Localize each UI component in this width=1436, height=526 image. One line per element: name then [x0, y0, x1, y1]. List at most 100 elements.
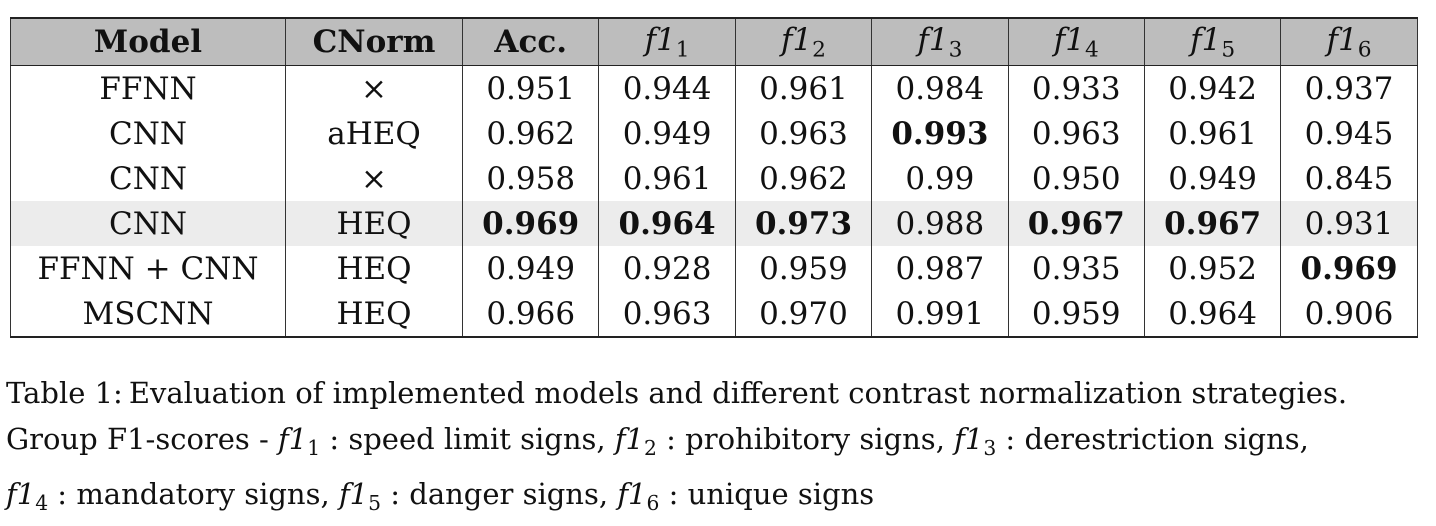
caption-separator: :: [48, 477, 77, 512]
caption-item-description: speed limit signs: [348, 422, 597, 456]
score-cell: 0.958: [462, 156, 600, 201]
header-f1-label-subscript: 2: [812, 37, 826, 63]
column-header: f12: [735, 17, 873, 66]
table-row: CNN aHEQ 0.962 0.949 0.963 0.993 0.963 0.961 0.9…: [10, 111, 1418, 156]
caption-f1-label-base: f1: [338, 477, 369, 512]
score-cell: 0.963: [735, 111, 873, 156]
score-cell: 0.845: [1280, 156, 1418, 201]
table-body: FFNN × 0.951 0.944 0.961 0.984 0.933 0.942 0.937…: [10, 65, 1418, 338]
caption-item-description: mandatory signs: [76, 477, 321, 512]
caption-f1-label-subscript: 3: [983, 436, 997, 461]
column-header: CNorm: [285, 17, 463, 66]
header-f1-label: f12: [781, 22, 826, 63]
table-row: FFNN × 0.951 0.944 0.961 0.984 0.933 0.942 0.937: [10, 65, 1418, 111]
score-cell: 0.970: [735, 291, 873, 338]
cnorm-cell: HEQ: [285, 201, 463, 246]
caption-item-joiner: ,: [935, 422, 955, 456]
caption-item-joiner: ,: [1299, 422, 1309, 456]
score-cell: 0.964: [1144, 291, 1282, 338]
score-cell: 0.949: [462, 246, 600, 291]
header-f1-label-base: f1: [644, 21, 676, 58]
header-f1-label-base: f1: [1053, 21, 1085, 58]
caption-f1-label-base: f1: [954, 422, 984, 456]
header-f1-label: f14: [1053, 21, 1099, 63]
score-cell: 0.959: [1008, 291, 1145, 338]
caption-line-1: Table 1: Evaluation of implemented models…: [6, 370, 1431, 416]
cnorm-cell: aHEQ: [285, 111, 463, 156]
caption-line-3: f14 : mandatory signs, f15 : danger sign…: [6, 471, 1431, 526]
score-cell: 0.951: [462, 65, 600, 111]
score-cell: 0.950: [1008, 156, 1145, 201]
caption-f1-label: f13: [954, 422, 996, 460]
caption-label: Table 1:: [6, 376, 123, 410]
model-cell: CNN: [10, 201, 286, 246]
score-cell: 0.961: [1144, 111, 1282, 156]
caption-f1-label-subscript: 5: [368, 491, 382, 516]
table-row: CNN × 0.958 0.961 0.962 0.99 0.950 0.949 0.845: [10, 156, 1418, 201]
score-cell: 0.99: [871, 156, 1009, 201]
score-cell: 0.962: [462, 111, 600, 156]
header-f1-label-base: f1: [1190, 21, 1222, 58]
results-table-container: Model CNorm Acc. f11 f12 f13 f14 f15 f16 FFNN × 0.…: [10, 17, 1418, 338]
score-cell: 0.961: [735, 65, 873, 111]
column-header: f13: [871, 17, 1009, 66]
caption-f1-label: f16: [617, 477, 659, 515]
model-cell: CNN: [10, 156, 286, 201]
caption-separator: :: [659, 477, 688, 512]
score-cell: 0.969: [1280, 246, 1418, 291]
score-cell: 0.969: [462, 201, 600, 246]
score-cell: 0.942: [1144, 65, 1282, 111]
score-cell: 0.987: [871, 246, 1009, 291]
score-cell: 0.993: [871, 111, 1009, 156]
header-row: Model CNorm Acc. f11 f12 f13 f14 f15 f16: [10, 17, 1418, 66]
caption-text: Evaluation of implemented models and dif…: [128, 376, 1348, 410]
score-cell: 0.949: [1144, 156, 1282, 201]
header-f1-label: f16: [1326, 21, 1372, 63]
score-cell: 0.988: [871, 201, 1009, 246]
cnorm-cell: ×: [285, 65, 463, 111]
score-cell: 0.906: [1280, 291, 1418, 338]
caption-item-joiner: ,: [598, 477, 618, 512]
header-f1-label: f11: [644, 21, 690, 63]
table-header: Model CNorm Acc. f11 f12 f13 f14 f15 f16: [10, 17, 1418, 66]
caption-group-prefix: Group F1-scores -: [6, 422, 279, 456]
score-cell: 0.966: [462, 291, 600, 338]
caption-item-description: derestriction signs: [1024, 422, 1300, 456]
caption-f1-label-base: f1: [617, 477, 647, 512]
score-cell: 0.961: [598, 156, 736, 201]
score-cell: 0.944: [598, 65, 736, 111]
header-f1-label-base: f1: [1326, 21, 1358, 58]
caption-f1-label-base: f1: [6, 477, 36, 512]
caption-f1-label: f14: [6, 477, 48, 515]
caption-item-description: prohibitory signs: [685, 422, 936, 456]
caption-f1-label: f15: [338, 477, 381, 515]
column-header: Acc.: [462, 17, 600, 66]
score-cell: 0.952: [1144, 246, 1282, 291]
header-f1-label-subscript: 1: [675, 37, 690, 63]
score-cell: 0.928: [598, 246, 736, 291]
column-header: f11: [598, 17, 736, 66]
header-f1-label-base: f1: [917, 21, 949, 58]
caption-item-description: danger signs: [409, 477, 599, 512]
score-cell: 0.963: [1008, 111, 1145, 156]
model-cell: FFNN + CNN: [10, 246, 286, 291]
table-row: MSCNN HEQ 0.966 0.963 0.970 0.991 0.959 0.964 0.…: [10, 291, 1418, 338]
score-cell: 0.973: [735, 201, 873, 246]
cnorm-cell: HEQ: [285, 291, 463, 338]
score-cell: 0.959: [735, 246, 873, 291]
model-cell: CNN: [10, 111, 286, 156]
model-cell: MSCNN: [10, 291, 286, 338]
score-cell: 0.945: [1280, 111, 1418, 156]
score-cell: 0.984: [871, 65, 1009, 111]
score-cell: 0.963: [598, 291, 736, 338]
caption-f1-label-subscript: 2: [644, 436, 657, 461]
caption-f1-label-subscript: 6: [646, 491, 660, 516]
cnorm-cell: ×: [285, 156, 463, 201]
score-cell: 0.991: [871, 291, 1009, 338]
caption-f1-label: f11: [278, 422, 320, 460]
column-header: Model: [10, 17, 286, 66]
caption-separator: :: [320, 422, 349, 456]
header-f1-label-subscript: 6: [1357, 37, 1372, 63]
caption-f1-label: f12: [615, 422, 657, 460]
caption-f1-label-base: f1: [278, 422, 308, 456]
